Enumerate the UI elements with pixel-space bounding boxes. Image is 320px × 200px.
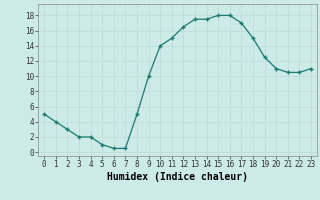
X-axis label: Humidex (Indice chaleur): Humidex (Indice chaleur) <box>107 172 248 182</box>
